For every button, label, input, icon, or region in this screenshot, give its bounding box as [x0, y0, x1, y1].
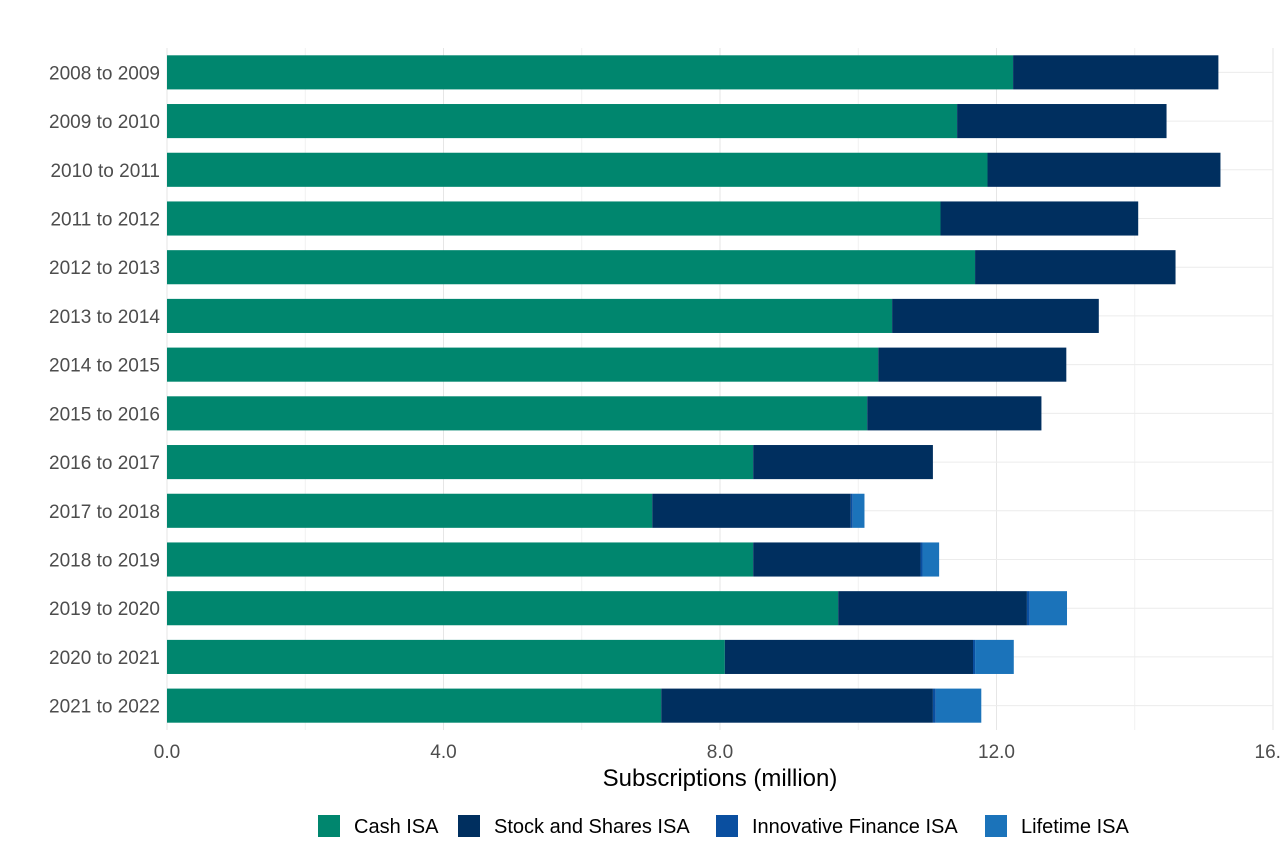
- bar-cash-isa-13: [167, 688, 662, 723]
- bar-lifetime-isa-13: [935, 688, 982, 723]
- x-tick-label: 4.0: [430, 742, 456, 763]
- bar-stock-and-shares-isa-3: [940, 201, 1139, 236]
- y-tick-label: 2013 to 2014: [49, 307, 160, 328]
- x-axis-title: Subscriptions (million): [603, 765, 838, 792]
- bar-cash-isa-6: [167, 347, 879, 382]
- bar-stock-and-shares-isa-8: [753, 445, 933, 480]
- bar-stock-and-shares-isa-1: [957, 104, 1167, 139]
- bar-lifetime-isa-10: [922, 542, 940, 577]
- x-axis-labels: 0.0 4.0 8.0 12.0 16.0: [154, 742, 1280, 763]
- legend-swatch-cash-isa: [318, 815, 340, 837]
- legend-label-stock-and-shares-isa: Stock and Shares ISA: [494, 816, 690, 838]
- bar-cash-isa-4: [167, 250, 976, 285]
- x-tick-label: 16.0: [1255, 742, 1280, 763]
- bar-stock-and-shares-isa-0: [1013, 55, 1219, 90]
- bar-stock-and-shares-isa-13: [661, 688, 933, 723]
- bar-stock-and-shares-isa-6: [878, 347, 1067, 382]
- y-tick-label: 2010 to 2011: [50, 161, 160, 182]
- bar-cash-isa-1: [167, 104, 958, 139]
- bar-cash-isa-7: [167, 396, 868, 431]
- bar-stock-and-shares-isa-4: [975, 250, 1176, 285]
- y-axis-labels: 2008 to 2009 2009 to 2010 2010 to 2011 2011…: [49, 63, 160, 717]
- x-tick-label: 12.0: [978, 742, 1015, 763]
- y-tick-label: 2021 to 2022: [49, 697, 160, 718]
- bar-cash-isa-2: [167, 152, 988, 187]
- y-tick-label: 2020 to 2021: [49, 648, 160, 669]
- grid-lines: [166, 48, 1274, 730]
- bar-innovative-finance-isa-10: [920, 542, 923, 577]
- bar-stock-and-shares-isa-5: [892, 298, 1099, 333]
- bar-stock-and-shares-isa-7: [867, 396, 1042, 431]
- bar-cash-isa-0: [167, 55, 1014, 90]
- bar-cash-isa-8: [167, 445, 754, 480]
- bar-cash-isa-5: [167, 298, 893, 333]
- y-tick-label: 2016 to 2017: [49, 453, 160, 474]
- bar-stock-and-shares-isa-2: [987, 152, 1221, 187]
- y-tick-label: 2009 to 2010: [49, 112, 160, 133]
- x-tick-label: 0.0: [154, 742, 180, 763]
- legend: Cash ISA Stock and Shares ISA Innovative F…: [318, 815, 1129, 838]
- y-tick-label: 2011 to 2012: [50, 210, 160, 231]
- legend-swatch-lifetime-isa: [985, 815, 1007, 837]
- bar-cash-isa-9: [167, 493, 653, 528]
- bar-stock-and-shares-isa-10: [753, 542, 921, 577]
- legend-label-cash-isa: Cash ISA: [354, 816, 439, 838]
- bar-innovative-finance-isa-11: [1026, 591, 1030, 626]
- legend-label-lifetime-isa: Lifetime ISA: [1021, 816, 1129, 838]
- bar-cash-isa-11: [167, 591, 839, 626]
- legend-swatch-stock-and-shares-isa: [458, 815, 480, 837]
- x-tick-label: 8.0: [707, 742, 733, 763]
- y-tick-label: 2018 to 2019: [49, 551, 160, 572]
- bar-lifetime-isa-12: [975, 639, 1014, 674]
- bar-lifetime-isa-11: [1029, 591, 1068, 626]
- bar-innovative-finance-isa-13: [932, 688, 936, 723]
- bar-cash-isa-3: [167, 201, 941, 236]
- bar-stock-and-shares-isa-11: [838, 591, 1027, 626]
- y-tick-label: 2012 to 2013: [49, 258, 160, 279]
- y-tick-label: 2019 to 2020: [49, 599, 160, 620]
- y-tick-label: 2015 to 2016: [49, 404, 160, 425]
- y-tick-label: 2014 to 2015: [49, 356, 160, 377]
- bar-stock-and-shares-isa-9: [652, 493, 851, 528]
- bars: [167, 55, 1221, 723]
- legend-label-innovative-finance-isa: Innovative Finance ISA: [752, 816, 958, 838]
- bar-innovative-finance-isa-9: [850, 493, 853, 528]
- y-tick-label: 2008 to 2009: [49, 63, 160, 84]
- bar-stock-and-shares-isa-12: [724, 639, 973, 674]
- bar-cash-isa-10: [167, 542, 754, 577]
- y-tick-label: 2017 to 2018: [49, 502, 160, 523]
- bar-cash-isa-12: [167, 639, 725, 674]
- bar-innovative-finance-isa-12: [972, 639, 976, 674]
- legend-swatch-innovative-finance-isa: [716, 815, 738, 837]
- bar-lifetime-isa-9: [852, 493, 865, 528]
